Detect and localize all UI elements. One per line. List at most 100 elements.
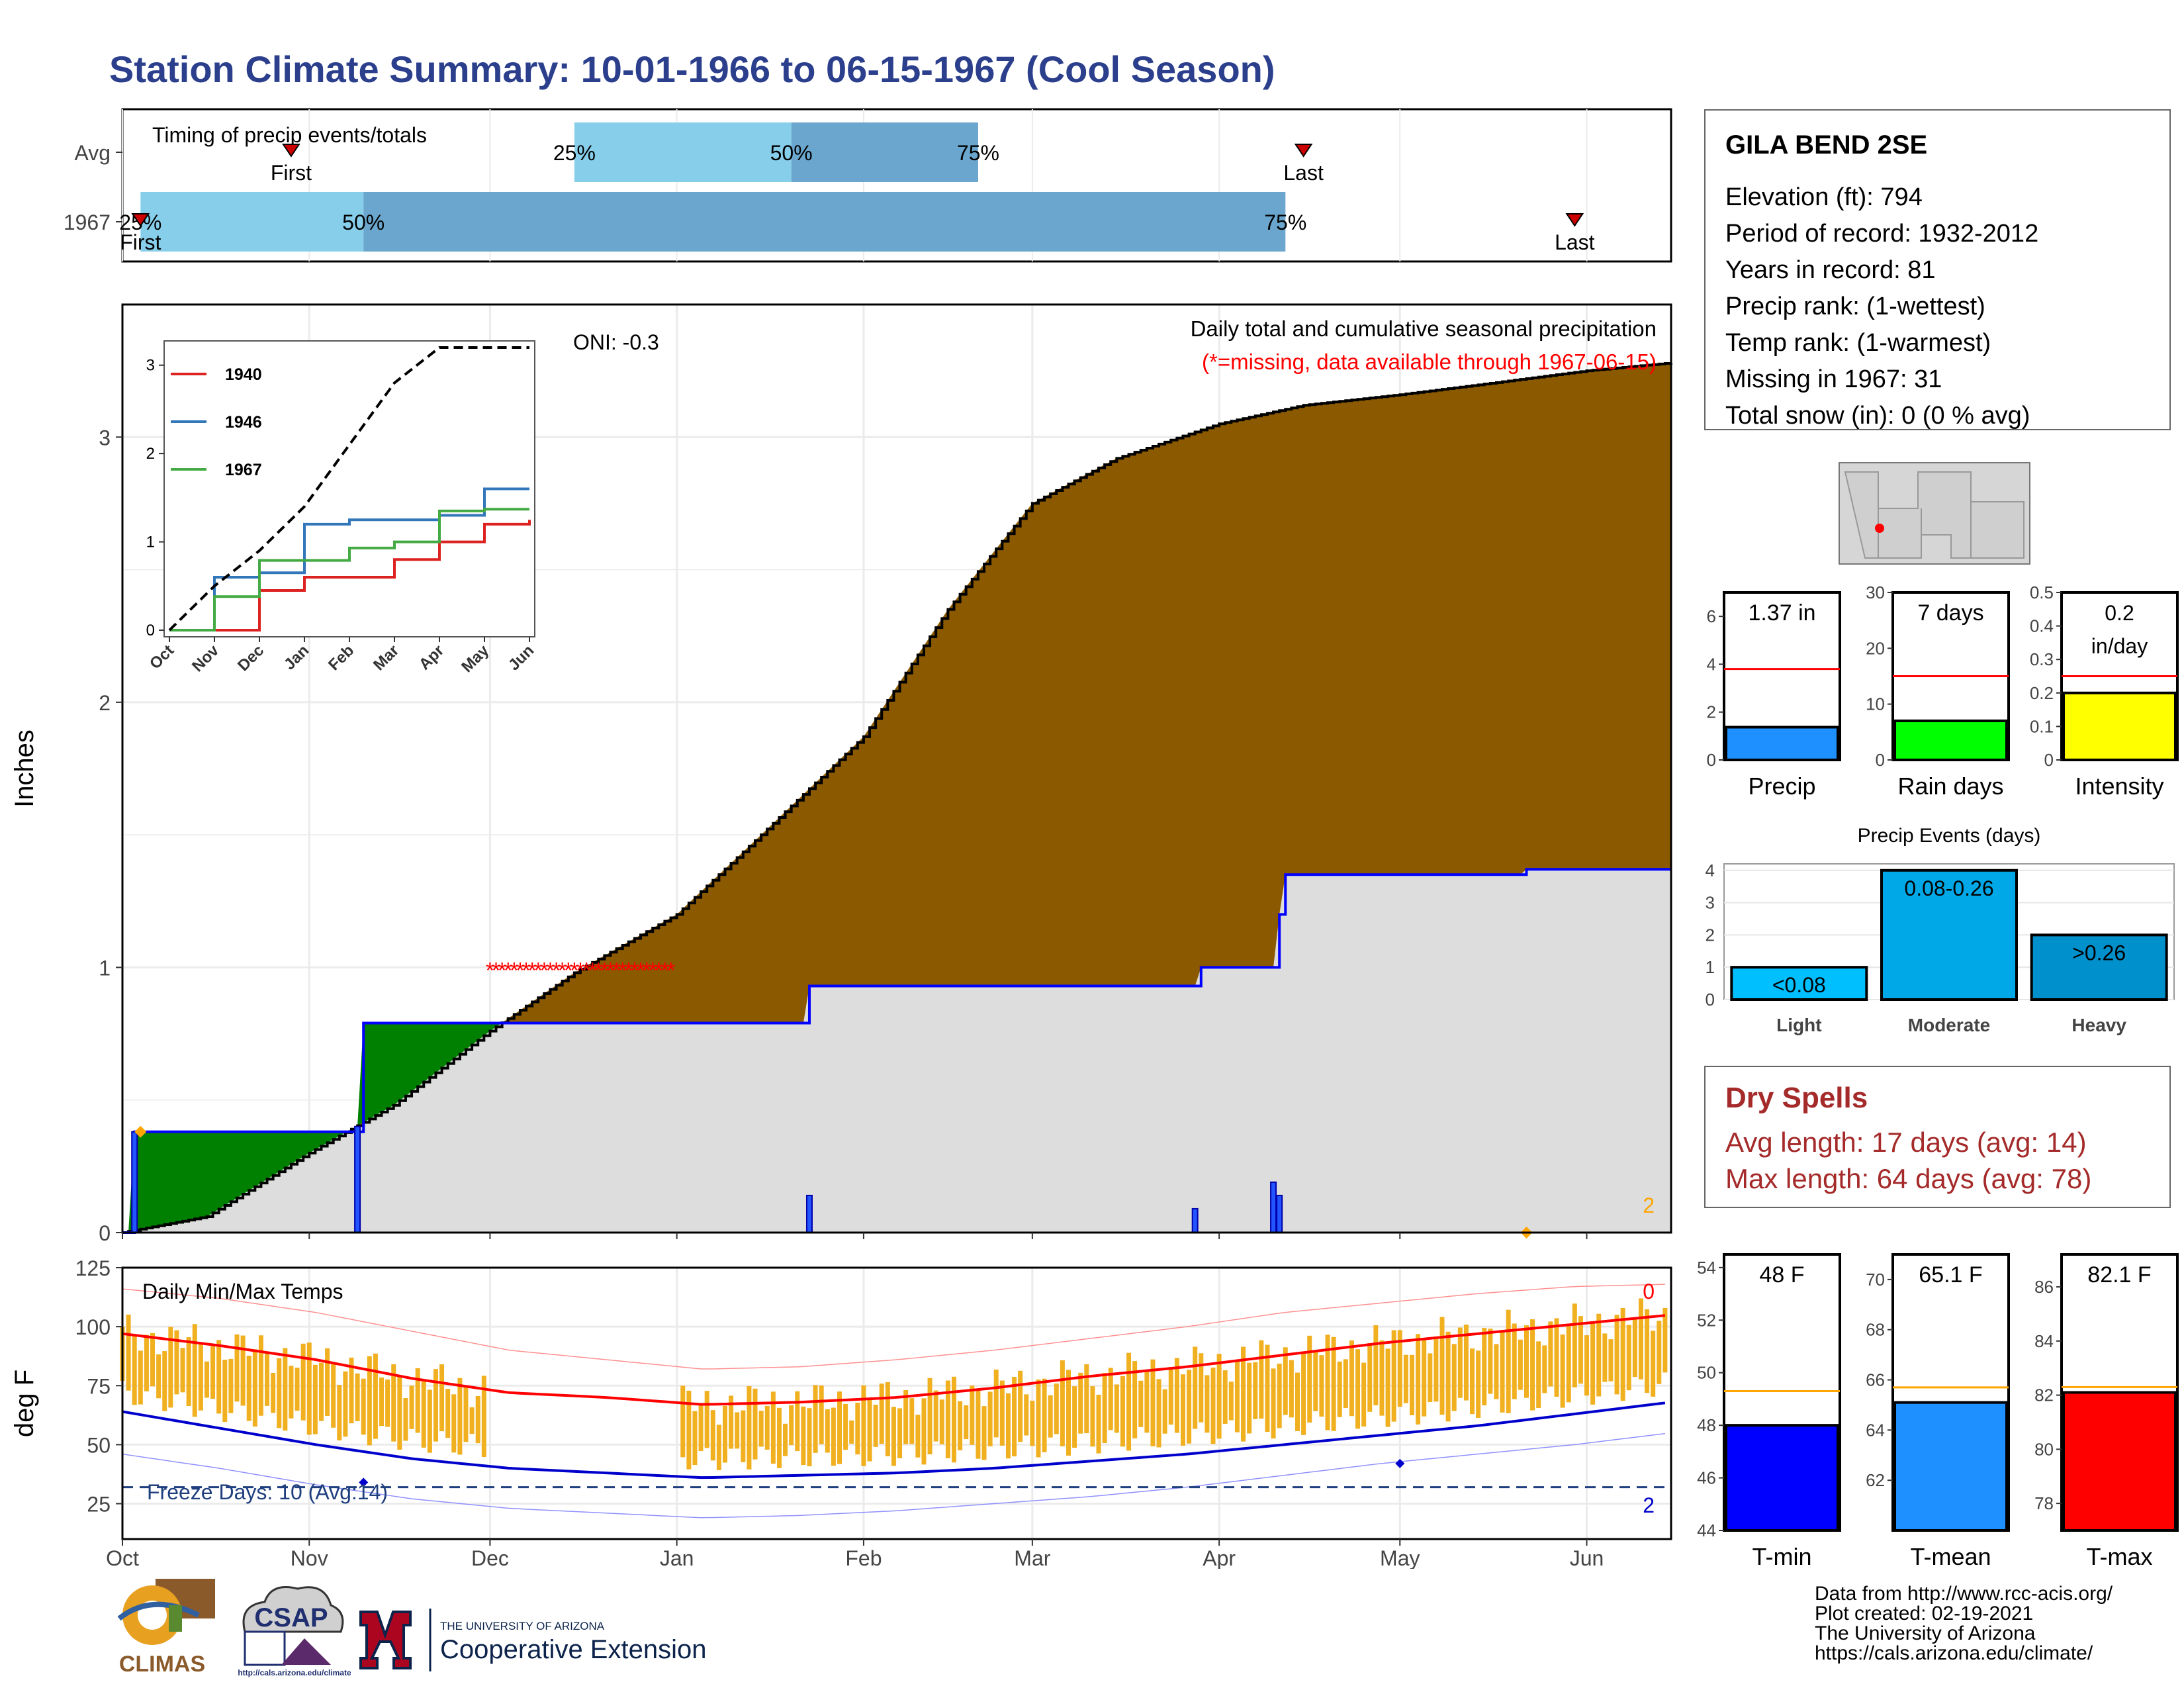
- temp-daily-bar: [1554, 1318, 1559, 1397]
- precip-daily-bar: [805, 1194, 813, 1234]
- temp-daily-bar: [855, 1403, 860, 1455]
- temp-daily-bar: [819, 1385, 824, 1444]
- temp-daily-bar: [704, 1391, 709, 1448]
- month-axis-label: Apr: [1203, 1546, 1236, 1569]
- temp-daily-bar: [680, 1385, 686, 1458]
- precip-y-tick-label: 3: [99, 426, 111, 449]
- dry-spells-box: Dry Spells Avg length: 17 days (avg: 14)…: [1704, 1066, 2171, 1208]
- temp-daily-bar: [770, 1391, 776, 1464]
- rain-days-bar: [1893, 719, 2008, 761]
- temp-daily-bar: [415, 1368, 420, 1433]
- temp-daily-bar: [1512, 1323, 1517, 1399]
- temp-daily-bar: [1156, 1379, 1161, 1448]
- temp-daily-bar: [1428, 1353, 1433, 1403]
- temp-daily-bar: [933, 1390, 938, 1442]
- precip-total-y-tick-label: 2: [1707, 702, 1716, 722]
- rain-days-value-label: 7 days: [1917, 600, 1983, 626]
- precip-missing-marker: *: [594, 958, 603, 983]
- inset-series-line-1940: [169, 520, 531, 632]
- inset-legend-label: 1940: [225, 365, 262, 384]
- temp-daily-bar: [735, 1412, 740, 1449]
- station-snow: Total snow (in): 0 (0 % avg): [1725, 402, 2030, 430]
- tmean-bar: [1893, 1401, 2008, 1532]
- timing-bar-q50-q75: [363, 192, 1286, 252]
- precip-events-chart: Precip Events (days) 0 1 2 3 4 <0.08 Light 0.08-…: [1706, 825, 2175, 1035]
- temp-daily-bar: [1216, 1354, 1222, 1439]
- temp-daily-bar: [403, 1398, 408, 1441]
- temp-daily-bar: [1271, 1368, 1276, 1439]
- precip-missing-marker: *: [558, 958, 567, 983]
- timing-q50-label: 50%: [770, 141, 813, 165]
- climas-logo: CLIMAS: [117, 1579, 215, 1677]
- temp-y-tick-label: 100: [75, 1315, 111, 1339]
- temp-daily-bar: [891, 1407, 896, 1466]
- tmin-y-tick-label: 50: [1697, 1363, 1716, 1383]
- temp-daily-bar: [976, 1389, 981, 1459]
- temp-daily-bar: [1620, 1307, 1625, 1401]
- precip-panel: *******************************0123Inche…: [10, 303, 1672, 1245]
- temp-daily-bar: [1584, 1335, 1590, 1396]
- precip-missing-marker: *: [540, 958, 549, 983]
- temp-daily-bar: [939, 1399, 944, 1444]
- temp-daily-bar: [469, 1407, 475, 1434]
- temp-daily-bar: [1096, 1394, 1101, 1454]
- events-bar-label: >0.26: [2072, 941, 2126, 964]
- precip-title: Daily total and cumulative seasonal prec…: [1191, 316, 1657, 341]
- plot-created-text: Plot created: 02-19-2021: [1815, 1603, 2034, 1624]
- temp-daily-bar: [1084, 1364, 1089, 1434]
- station-temp-rank: Temp rank: (1-warmest): [1725, 329, 1991, 357]
- events-category-label: Moderate: [1908, 1015, 1990, 1035]
- temp-daily-bar: [921, 1398, 927, 1465]
- precip-missing-marker: *: [630, 958, 639, 983]
- temp-daily-bar: [1277, 1364, 1282, 1429]
- temp-daily-bar: [1602, 1333, 1608, 1382]
- tmean-y-tick-label: 70: [1866, 1270, 1885, 1289]
- temp-daily-bar: [813, 1385, 818, 1453]
- temp-daily-bar: [210, 1346, 216, 1399]
- temp-daily-bar: [1626, 1325, 1631, 1391]
- temp-record-max-line: [122, 1284, 1665, 1370]
- precip-daily-bar: [1276, 1194, 1283, 1234]
- temp-y-tick-label: 125: [75, 1256, 111, 1280]
- temp-daily-bar: [1596, 1313, 1602, 1397]
- precip-y-tick-label: 1: [99, 956, 111, 980]
- temp-daily-bar: [343, 1371, 348, 1437]
- temp-daily-bar: [1030, 1400, 1035, 1446]
- temp-daily-bar: [1199, 1353, 1204, 1423]
- tmin-bar: [1725, 1424, 1839, 1532]
- temp-daily-bar: [228, 1358, 234, 1413]
- temp-daily-bar: [1662, 1307, 1668, 1373]
- precip-daily-bar: [1270, 1181, 1277, 1234]
- temp-daily-bar: [1060, 1360, 1065, 1446]
- temp-daily-bar: [1078, 1372, 1083, 1434]
- timing-last-label: Last: [1555, 230, 1595, 254]
- precip-total-chart: 0 2 4 6 1.37 in Precip: [1707, 591, 1841, 800]
- intensity-bar: [2062, 691, 2177, 761]
- rain-days-y-tick-label: 10: [1866, 694, 1885, 714]
- data-source-text: Data from http://www.rcc-acis.org/: [1815, 1583, 2113, 1605]
- temp-daily-bar: [1126, 1352, 1132, 1451]
- temp-daily-bar: [379, 1377, 385, 1427]
- temp-daily-bar: [1482, 1328, 1487, 1406]
- precip-missing-marker: *: [516, 958, 524, 983]
- month-axis-label: Nov: [291, 1546, 328, 1569]
- temp-daily-bar: [1337, 1361, 1342, 1417]
- temp-daily-bar: [186, 1337, 191, 1406]
- temp-daily-bar: [1451, 1344, 1457, 1411]
- temp-daily-bar: [747, 1386, 752, 1470]
- precip-total-value-label: 1.37 in: [1748, 600, 1815, 626]
- rain-days-y-tick-label: 0: [1876, 750, 1885, 770]
- temp-daily-bar: [289, 1366, 294, 1419]
- rain-days-chart: 0 10 20 30 7 days Rain days: [1866, 583, 2010, 800]
- events-bar-heavy: [2030, 933, 2168, 1001]
- temp-daily-bar: [222, 1360, 228, 1423]
- station-precip-rank: Precip rank: (1-wettest): [1725, 293, 1985, 320]
- temp-daily-bar: [427, 1389, 432, 1453]
- intensity-y-tick-label: 0.5: [2030, 583, 2054, 602]
- intensity-y-tick-label: 0.1: [2030, 716, 2054, 736]
- precip-event-diamond: [134, 1125, 147, 1138]
- intensity-unit-label: in/day: [2091, 634, 2148, 658]
- precip-missing-marker: *: [546, 958, 555, 983]
- precip-corner-count: 2: [1643, 1194, 1655, 1217]
- events-bar-label: <0.08: [1772, 973, 1826, 997]
